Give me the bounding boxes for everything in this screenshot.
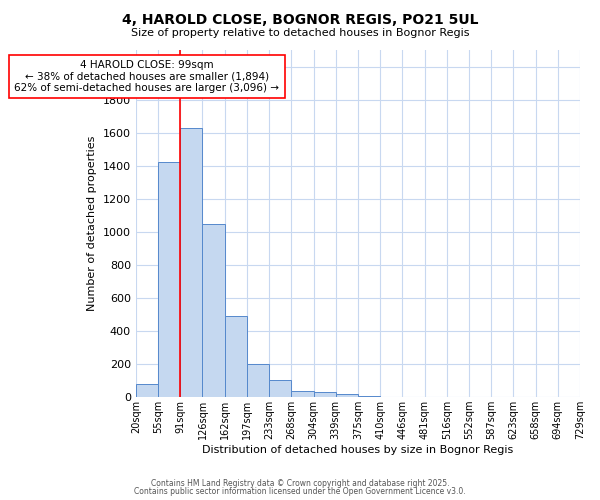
Bar bbox=[336, 394, 358, 397]
Y-axis label: Number of detached properties: Number of detached properties bbox=[88, 136, 97, 312]
Bar bbox=[158, 162, 180, 397]
Text: 4 HAROLD CLOSE: 99sqm
← 38% of detached houses are smaller (1,894)
62% of semi-d: 4 HAROLD CLOSE: 99sqm ← 38% of detached … bbox=[14, 60, 280, 93]
Bar bbox=[247, 364, 269, 397]
X-axis label: Distribution of detached houses by size in Bognor Regis: Distribution of detached houses by size … bbox=[202, 445, 514, 455]
Bar bbox=[224, 316, 247, 397]
Text: 4, HAROLD CLOSE, BOGNOR REGIS, PO21 5UL: 4, HAROLD CLOSE, BOGNOR REGIS, PO21 5UL bbox=[122, 12, 478, 26]
Bar bbox=[202, 224, 224, 397]
Bar bbox=[269, 380, 292, 397]
Text: Contains HM Land Registry data © Crown copyright and database right 2025.: Contains HM Land Registry data © Crown c… bbox=[151, 478, 449, 488]
Bar bbox=[358, 396, 380, 397]
Bar bbox=[314, 392, 336, 397]
Bar bbox=[292, 390, 314, 397]
Bar bbox=[136, 384, 158, 397]
Bar bbox=[180, 128, 202, 397]
Text: Size of property relative to detached houses in Bognor Regis: Size of property relative to detached ho… bbox=[131, 28, 469, 38]
Text: Contains public sector information licensed under the Open Government Licence v3: Contains public sector information licen… bbox=[134, 487, 466, 496]
